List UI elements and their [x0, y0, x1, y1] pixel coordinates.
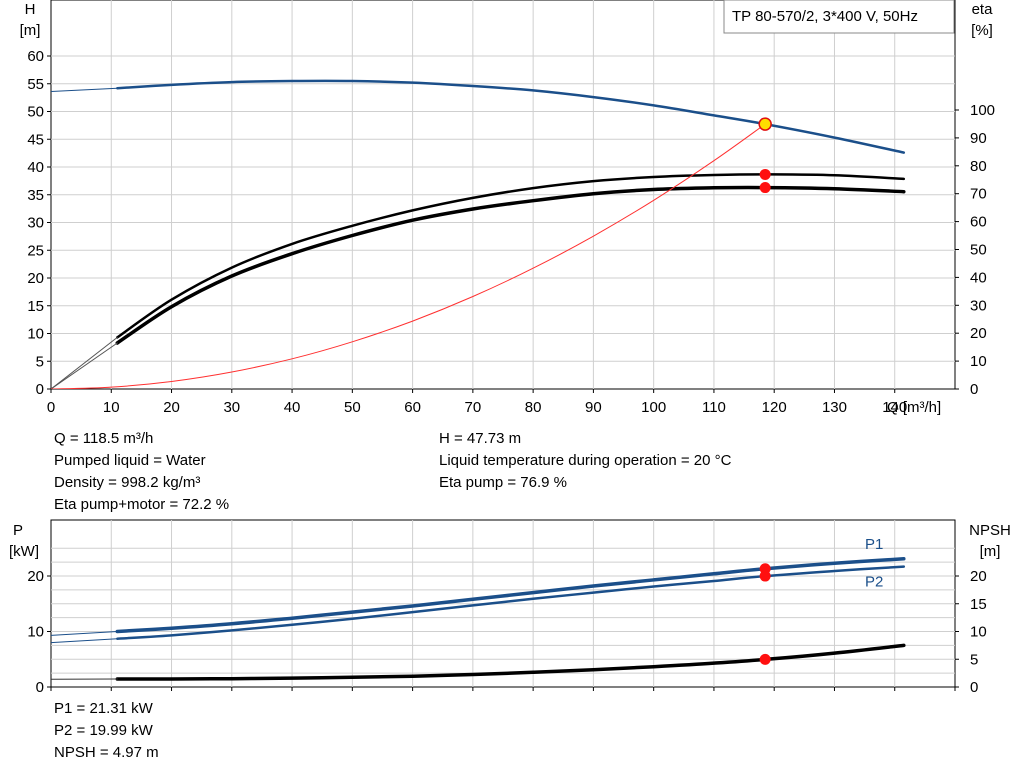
y-right-tick-label: 50 [970, 242, 987, 259]
chart-panel-1: 0 5 10 15 20 25 30 35 40 45 50 55 60 0 10 20 30 40 50 60 70 8… [20, 0, 995, 416]
y-left-tick-label: 0 [36, 381, 44, 398]
y-left-tick-label: 40 [27, 159, 44, 176]
series-label-p1: P1 [865, 536, 883, 553]
operating-point-3 [759, 653, 771, 665]
y-left-axis-label: P [13, 522, 23, 539]
chart-title: TP 80-570/2, 3*400 V, 50Hz [732, 8, 918, 25]
info-q: Q = 118.5 m³/h [54, 430, 154, 447]
y-right-tick-label: 60 [970, 214, 987, 231]
y-right-tick-label: 0 [970, 381, 978, 398]
info-eta-pump-motor: Eta pump+motor = 72.2 % [54, 496, 230, 513]
y-left-tick-label: 10 [27, 326, 44, 343]
y-left-axis-unit: [m] [20, 22, 41, 39]
y-right-tick-label: 5 [970, 651, 978, 668]
y-right-tick-label: 20 [970, 325, 987, 342]
x-tick-label: 100 [641, 399, 666, 416]
info-h: H = 47.73 m [439, 430, 522, 447]
y-left-tick-label: 45 [27, 131, 44, 148]
x-tick-label: 90 [585, 399, 602, 416]
y-left-tick-label: 60 [27, 48, 44, 65]
operating-point-1 [758, 117, 772, 131]
info-eta-pump: Eta pump = 76.9 % [439, 474, 567, 491]
y-left-tick-label: 10 [27, 624, 44, 641]
series-line-p2-thin [51, 638, 118, 644]
series-line-system-curve [51, 123, 766, 389]
x-tick-label: 70 [465, 399, 482, 416]
series-line-eta-thin-b [51, 342, 118, 389]
x-tick-label: 30 [223, 399, 240, 416]
x-axis-label: Q [m³/h] [887, 399, 941, 416]
y-right-tick-label: 10 [970, 353, 987, 370]
y-right-tick-label: 90 [970, 130, 987, 147]
y-right-axis-unit: [m] [980, 543, 1001, 560]
y-left-tick-label: 50 [27, 104, 44, 121]
y-right-tick-label: 70 [970, 186, 987, 203]
x-tick-label: 10 [103, 399, 120, 416]
y-right-tick-label: 10 [970, 624, 987, 641]
title-box [723, 0, 955, 34]
info-density: Density = 998.2 kg/m³ [54, 474, 201, 491]
chart-panel-2: 0 10 20 0 5 10 15 20 P [kW] NPSH [m] P1 P2 [9, 519, 1011, 696]
y-left-tick-label: 35 [27, 187, 44, 204]
operating-point-2 [759, 570, 771, 582]
info-npsh: NPSH = 4.97 m [54, 744, 159, 761]
x-tick-label: 40 [284, 399, 301, 416]
y-left-tick-label: 20 [27, 270, 44, 287]
x-tick-label: 80 [525, 399, 542, 416]
y-left-tick-label: 25 [27, 242, 44, 259]
x-tick-label: 60 [404, 399, 421, 416]
x-tick-label: 0 [47, 399, 55, 416]
series-label-p2: P2 [865, 574, 883, 591]
x-tick-label: 20 [163, 399, 180, 416]
info-p2: P2 = 19.99 kW [54, 722, 153, 739]
y-right-tick-label: 0 [970, 679, 978, 696]
operating-point-3 [759, 182, 771, 194]
y-left-tick-label: 0 [36, 679, 44, 696]
y-right-tick-label: 100 [970, 102, 995, 119]
series-line-h-thin [51, 87, 118, 92]
info-p1: P1 = 21.31 kW [54, 700, 153, 717]
y-left-tick-label: 20 [27, 568, 44, 585]
y-right-tick-label: 20 [970, 568, 987, 585]
info-top-right: H = 47.73 m Liquid temperature during op… [439, 428, 731, 494]
y-left-tick-label: 15 [27, 298, 44, 315]
y-left-tick-label: 55 [27, 76, 44, 93]
operating-point-2 [759, 168, 771, 180]
x-tick-label: 140 [882, 399, 907, 416]
y-left-tick-label: 5 [36, 353, 44, 370]
info-top-left: Q = 118.5 m³/h Pumped liquid = Water Den… [54, 428, 229, 516]
y-left-axis-label: H [25, 1, 36, 18]
info-liquid: Pumped liquid = Water [54, 452, 206, 469]
y-right-axis-label: eta [972, 1, 994, 18]
y-right-tick-label: 30 [970, 297, 987, 314]
y-right-tick-label: 80 [970, 158, 987, 175]
y-right-tick-label: 40 [970, 269, 987, 286]
y-right-tick-label: 15 [970, 596, 987, 613]
y-left-axis-unit: [kW] [9, 543, 39, 560]
info-liquid-temp: Liquid temperature during operation = 20… [439, 452, 732, 469]
y-left-tick-label: 30 [27, 215, 44, 232]
series-line-eta-thin-a [51, 336, 118, 389]
x-tick-label: 50 [344, 399, 361, 416]
y-right-axis-label: NPSH [969, 522, 1011, 539]
x-tick-label: 110 [702, 399, 726, 416]
x-tick-label: 130 [822, 399, 847, 416]
y-right-axis-unit: [%] [971, 22, 993, 39]
series-line-p1-thin [51, 631, 118, 636]
x-tick-label: 120 [762, 399, 787, 416]
info-bottom: P1 = 21.31 kW P2 = 19.99 kW NPSH = 4.97 … [54, 698, 159, 764]
